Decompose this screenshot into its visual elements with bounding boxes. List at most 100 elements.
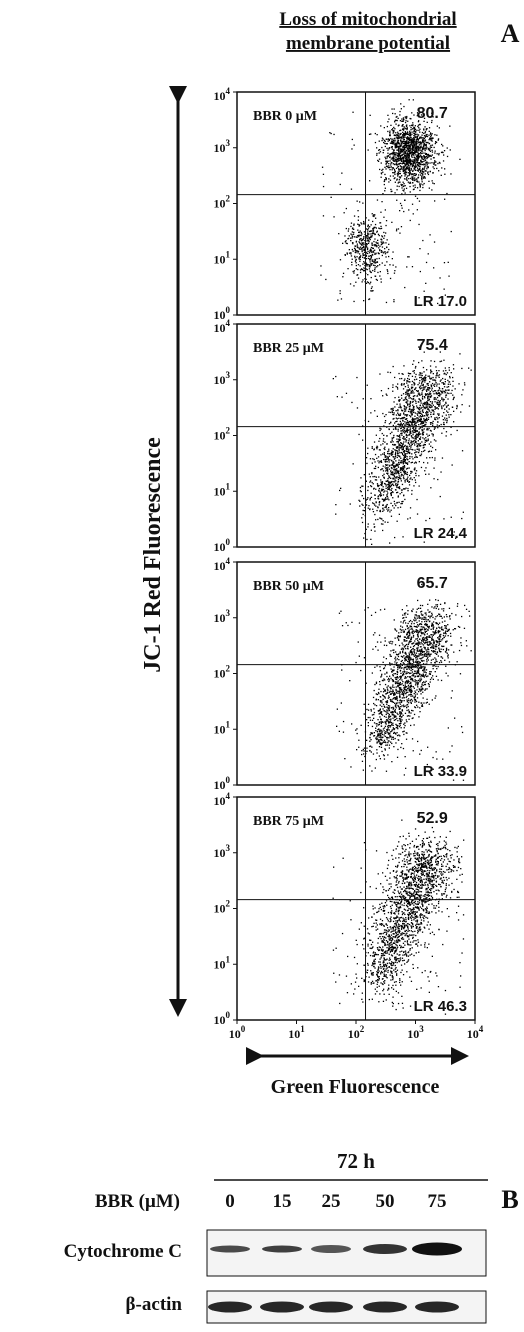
event-dot [400,203,401,204]
event-dot [416,162,417,163]
event-dot [362,495,363,496]
event-dot [411,143,412,144]
event-dot [400,130,401,131]
event-dot [403,106,404,107]
event-dot [397,175,398,176]
event-dot [446,614,447,615]
event-dot [406,423,407,424]
event-dot [437,606,438,607]
event-dot [410,160,411,161]
event-dot [397,441,398,442]
event-dot [364,252,365,253]
event-dot [381,235,382,236]
event-dot [395,159,396,160]
event-dot [406,707,407,708]
event-dot [369,237,370,238]
event-dot [389,453,390,454]
event-dot [419,153,420,154]
event-dot [414,467,415,468]
event-dot [408,702,409,703]
event-dot [398,118,399,119]
event-dot [400,470,401,471]
event-dot [422,168,423,169]
event-dot [406,732,407,733]
event-dot [396,421,397,422]
event-dot [403,146,404,147]
event-dot [393,127,394,128]
event-dot [390,641,391,642]
event-dot [439,163,440,164]
event-dot [422,404,423,405]
event-dot [407,385,408,386]
event-dot [428,612,429,613]
event-dot [394,503,395,504]
event-dot [398,424,399,425]
event-dot [385,209,386,210]
event-dot [449,367,450,368]
event-dot [395,480,396,481]
event-dot [423,697,424,698]
event-dot [443,419,444,420]
event-dot [389,459,390,460]
event-dot [418,475,419,476]
event-dot [437,413,438,414]
event-dot [393,299,394,300]
event-dot [388,499,389,500]
event-dot [367,281,368,282]
event-dot [424,387,425,388]
event-dot [447,387,448,388]
event-dot [399,179,400,180]
event-dot [384,645,385,646]
event-dot [409,461,410,462]
event-dot [391,143,392,144]
event-dot [430,647,431,648]
event-dot [400,462,401,463]
event-dot [386,481,387,482]
event-dot [360,487,361,488]
event-dot [320,265,321,266]
event-dot [434,157,435,158]
event-dot [423,145,424,146]
event-dot [396,662,397,663]
event-dot [428,659,429,660]
event-dot [413,175,414,176]
event-dot [433,405,434,406]
event-dot [335,504,336,505]
event-dot [415,142,416,143]
event-dot [387,121,388,122]
event-dot [402,208,403,209]
event-dot [427,656,428,657]
event-dot [390,493,391,494]
event-dot [426,389,427,390]
event-dot [418,401,419,402]
event-dot [410,432,411,433]
event-dot [396,189,397,190]
event-dot [418,443,419,444]
event-dot [387,372,388,373]
event-dot [402,503,403,504]
event-dot [394,192,395,193]
event-dot [452,395,453,396]
event-dot [378,253,379,254]
event-dot [342,243,343,244]
event-dot [404,472,405,473]
event-dot [379,461,380,462]
event-dot [443,154,444,155]
event-dot [373,233,374,234]
event-dot [428,253,429,254]
event-dot [369,509,370,510]
event-dot [423,644,424,645]
tick-exponent: 3 [226,370,231,380]
event-dot [414,383,415,384]
event-dot [382,734,383,735]
event-dot [440,361,441,362]
event-dot [439,649,440,650]
event-dot [404,378,405,379]
event-dot [397,685,398,686]
event-dot [398,182,399,183]
event-dot [414,416,415,417]
event-dot [399,514,400,515]
event-dot [434,162,435,163]
event-dot [374,712,375,713]
event-dot [418,691,419,692]
